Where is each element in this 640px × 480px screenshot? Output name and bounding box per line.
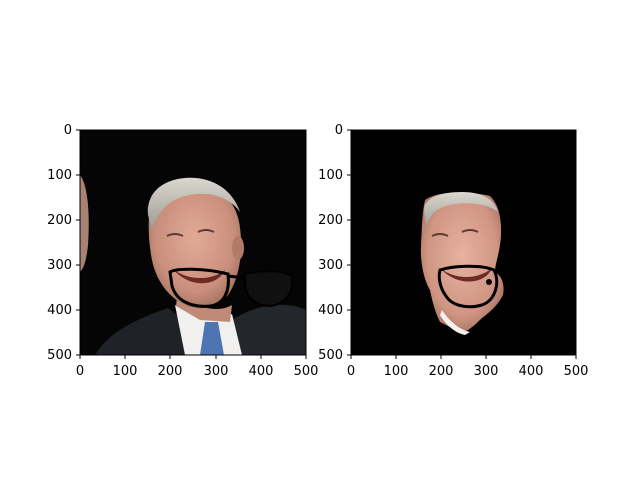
segmented-face bbox=[420, 192, 504, 333]
right-y-tick-100: 100 bbox=[318, 168, 343, 183]
eye-left bbox=[166, 233, 184, 237]
right-panel: 0 100 200 300 400 500 0 100 200 300 400 … bbox=[318, 123, 588, 379]
left-y-tick-100: 100 bbox=[47, 168, 72, 183]
left-y-axis: 0 100 200 300 400 500 bbox=[47, 123, 80, 363]
left-axes-frame bbox=[79, 129, 307, 356]
hair-left bbox=[147, 177, 240, 230]
right-x-tick-400: 400 bbox=[519, 364, 544, 379]
left-x-tick-400: 400 bbox=[249, 364, 274, 379]
right-x-tick-300: 300 bbox=[474, 364, 499, 379]
ear-left bbox=[232, 236, 244, 260]
hair-right bbox=[424, 192, 498, 228]
right-y-tick-400: 400 bbox=[318, 303, 343, 318]
eye-left-right-panel bbox=[431, 233, 449, 237]
drawn-glasses-right-lens bbox=[244, 270, 294, 308]
right-y-tick-500: 500 bbox=[318, 348, 343, 363]
left-y-tick-400: 400 bbox=[47, 303, 72, 318]
neck bbox=[176, 290, 232, 322]
right-y-tick-0: 0 bbox=[335, 123, 343, 138]
left-x-tick-300: 300 bbox=[204, 364, 229, 379]
left-x-axis: 0 100 200 300 400 500 bbox=[76, 355, 319, 379]
drawn-glasses-right-panel bbox=[437, 264, 499, 309]
left-y-tick-300: 300 bbox=[47, 258, 72, 273]
mouth-right bbox=[440, 268, 492, 282]
right-x-axis: 0 100 200 300 400 500 bbox=[347, 355, 589, 379]
suit-jacket-right bbox=[228, 304, 306, 355]
eye-right-right-panel bbox=[461, 229, 479, 233]
left-panel: 0 100 200 300 400 500 0 100 200 300 400 … bbox=[47, 123, 318, 379]
right-y-axis: 0 100 200 300 400 500 bbox=[318, 123, 351, 363]
eye-right bbox=[197, 229, 215, 233]
left-y-tick-200: 200 bbox=[47, 213, 72, 228]
left-y-tick-0: 0 bbox=[64, 123, 72, 138]
right-x-tick-200: 200 bbox=[429, 364, 454, 379]
drawn-glasses-bridge bbox=[227, 274, 246, 280]
right-y-tick-200: 200 bbox=[318, 213, 343, 228]
left-x-tick-0: 0 bbox=[76, 364, 84, 379]
left-x-tick-100: 100 bbox=[113, 364, 138, 379]
drawn-dot bbox=[486, 279, 492, 285]
tie bbox=[200, 322, 224, 355]
right-x-tick-0: 0 bbox=[347, 364, 355, 379]
drawn-glasses-left-lens bbox=[168, 267, 230, 308]
left-x-tick-200: 200 bbox=[158, 364, 183, 379]
right-x-tick-100: 100 bbox=[384, 364, 409, 379]
mouth-left bbox=[172, 268, 225, 284]
right-y-tick-300: 300 bbox=[318, 258, 343, 273]
left-x-tick-500: 500 bbox=[294, 364, 319, 379]
left-edge-person bbox=[80, 175, 89, 272]
right-axes-frame bbox=[350, 129, 577, 356]
left-y-tick-500: 500 bbox=[47, 348, 72, 363]
suit-jacket bbox=[95, 308, 205, 355]
segmented-collar bbox=[440, 310, 470, 335]
right-x-tick-500: 500 bbox=[564, 364, 589, 379]
